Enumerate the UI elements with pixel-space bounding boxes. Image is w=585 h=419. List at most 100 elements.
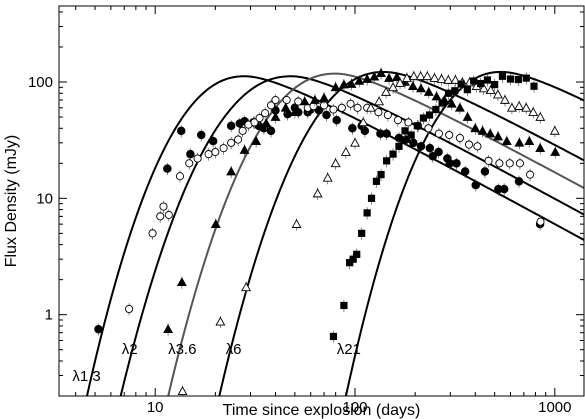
data-point-λ6: [514, 101, 525, 110]
data-point-λ21: [514, 75, 522, 84]
data-point-λ6: [415, 71, 426, 81]
data-point-λ21: [363, 209, 371, 217]
data-point-λ3.6: [309, 94, 320, 104]
data-points: [94, 67, 561, 396]
data-point-λ2: [393, 116, 402, 125]
data-point-λ21: [457, 80, 465, 88]
data-point-λ6: [528, 107, 539, 117]
x-tick-label: 1000: [538, 399, 571, 416]
curve-label-λ2: λ2: [122, 341, 138, 358]
data-point-λ6: [388, 82, 398, 92]
data-point-λ3.6: [210, 219, 221, 228]
data-point-λ3.6: [477, 125, 488, 135]
data-point-λ2: [337, 103, 346, 112]
data-point-λ3.6: [384, 72, 394, 82]
data-point-λ1.3: [348, 124, 357, 133]
data-point-λ3.6: [514, 137, 525, 147]
data-point-λ3.6: [239, 144, 250, 154]
data-point-λ3.6: [354, 75, 365, 85]
data-point-λ2: [329, 105, 338, 114]
y-tick-label: 10: [36, 190, 53, 207]
curve-label-λ6: λ6: [226, 341, 242, 358]
data-point-λ1.3: [416, 142, 426, 151]
data-point-λ2: [404, 118, 413, 127]
data-point-λ1.3: [163, 164, 172, 173]
data-point-λ21: [389, 150, 397, 158]
data-point-λ1.3: [480, 167, 490, 176]
data-point-λ1.3: [208, 136, 218, 146]
data-point-λ6: [330, 158, 341, 168]
data-point-λ21: [491, 80, 499, 89]
data-point-λ21: [377, 170, 385, 179]
data-point-λ1.3: [176, 126, 186, 136]
data-point-λ1.3: [382, 129, 391, 138]
data-point-λ6: [492, 89, 503, 99]
data-point-λ21: [367, 194, 376, 202]
data-point-λ6: [429, 72, 440, 82]
data-point-λ3.6: [362, 73, 373, 83]
data-point-λ2: [495, 159, 504, 168]
data-point-λ1.3: [434, 147, 443, 157]
model-curve-λ3.6: [167, 72, 584, 396]
data-point-λ3.6: [338, 79, 349, 89]
data-point-λ6: [241, 282, 252, 292]
data-point-λ6: [478, 83, 489, 93]
data-point-λ2: [193, 154, 202, 163]
data-point-λ2: [185, 159, 194, 168]
data-point-λ1.3: [499, 184, 509, 194]
y-tick-label: 1: [45, 307, 53, 324]
data-point-λ1.3: [196, 130, 206, 140]
data-point-λ21: [470, 77, 478, 85]
data-point-λ3.6: [280, 102, 291, 112]
data-point-λ2: [383, 110, 392, 120]
data-point-λ21: [476, 79, 485, 88]
data-point-λ2: [526, 170, 535, 179]
data-point-λ1.3: [94, 324, 103, 334]
data-point-λ2: [271, 95, 280, 105]
data-point-λ6: [402, 72, 412, 82]
data-point-λ1.3: [425, 143, 435, 153]
series-λ21: [329, 70, 538, 343]
data-point-λ3.6: [376, 68, 387, 78]
data-point-λ2: [473, 142, 482, 151]
data-point-λ2: [515, 159, 524, 168]
data-point-λ2: [238, 126, 247, 135]
data-point-λ1.3: [409, 138, 418, 148]
data-point-λ1.3: [322, 110, 331, 120]
data-point-λ21: [353, 250, 361, 258]
data-point-λ21: [340, 301, 348, 310]
data-point-λ3.6: [391, 72, 402, 81]
data-point-λ21: [395, 142, 403, 150]
model-curves: [85, 70, 584, 396]
data-point-λ3.6: [289, 107, 300, 117]
data-point-λ21: [425, 111, 434, 119]
data-point-λ3.6: [454, 102, 465, 112]
data-point-λ21: [498, 72, 507, 80]
data-point-λ2: [424, 124, 433, 133]
data-point-λ6: [374, 96, 385, 106]
data-point-λ3.6: [550, 146, 561, 156]
data-point-λ21: [451, 87, 459, 95]
data-point-λ1.3: [186, 149, 195, 159]
data-point-λ21: [506, 75, 515, 83]
data-point-λ3.6: [485, 128, 496, 138]
data-point-λ3.6: [416, 83, 426, 93]
data-point-λ6: [436, 73, 447, 83]
data-point-λ21: [358, 229, 366, 237]
data-point-λ21: [349, 255, 357, 263]
data-point-λ3.6: [176, 277, 187, 287]
data-point-λ2: [175, 172, 184, 181]
data-point-λ2: [148, 229, 157, 238]
data-point-λ2: [255, 113, 264, 123]
curve-label-λ1.3: λ1.3: [72, 368, 100, 385]
curve-label-λ3.6: λ3.6: [168, 341, 196, 358]
data-point-λ2: [464, 140, 474, 149]
data-point-λ1.3: [460, 167, 470, 176]
data-point-λ6: [177, 386, 188, 395]
data-point-λ2: [156, 212, 165, 221]
curve-label-λ21: λ21: [337, 341, 361, 358]
data-point-λ21: [463, 86, 471, 94]
data-point-λ1.3: [314, 106, 324, 115]
series-λ1.3: [94, 102, 545, 336]
